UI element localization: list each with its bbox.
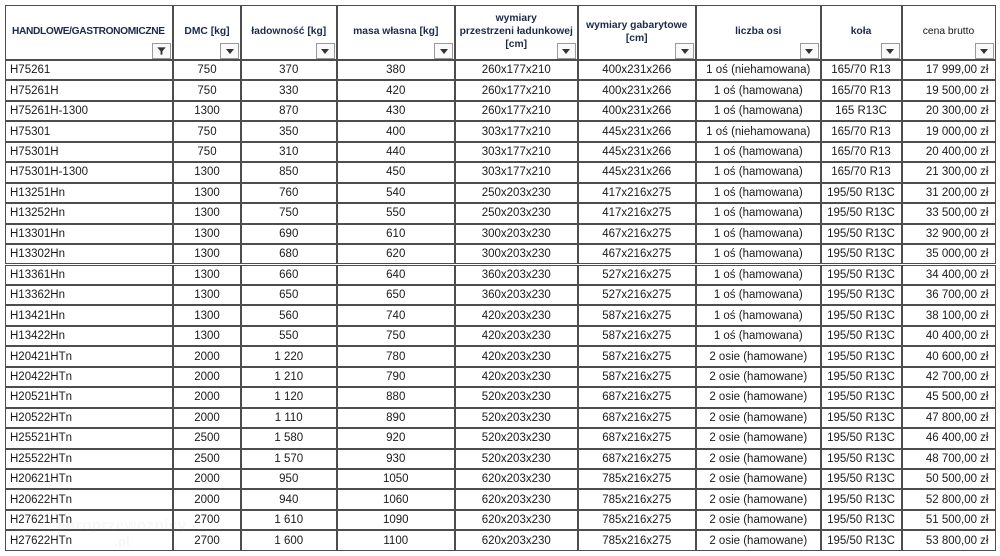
svg-text:.pl: .pl: [114, 534, 129, 549]
